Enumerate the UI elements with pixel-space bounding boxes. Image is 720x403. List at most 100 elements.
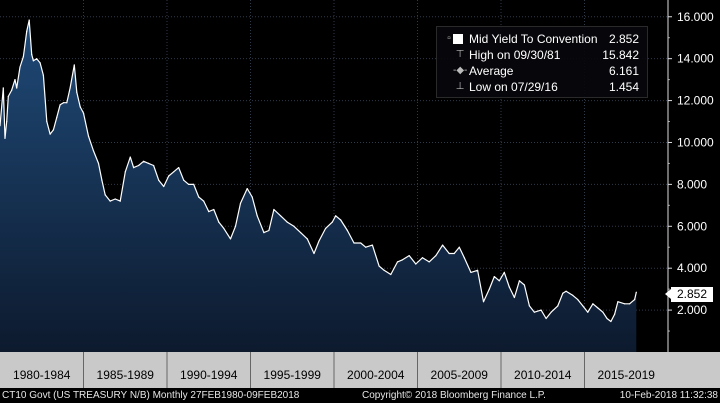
data-point xyxy=(256,215,258,217)
data-point xyxy=(442,244,444,246)
footer-bar: CT10 Govt (US TREASURY N/B) Monthly 27FE… xyxy=(0,388,720,403)
legend-label: High on 09/30/81 xyxy=(469,48,561,62)
data-point xyxy=(513,296,516,299)
legend-value: 1.454 xyxy=(608,80,639,94)
data-point xyxy=(6,120,8,123)
data-point xyxy=(229,238,232,240)
data-point xyxy=(223,227,225,229)
data-point xyxy=(19,66,21,68)
data-point xyxy=(234,225,237,227)
series-line xyxy=(0,19,637,323)
data-point xyxy=(56,116,58,118)
data-point xyxy=(148,162,150,164)
x-tick-label: 1995-1999 xyxy=(264,368,322,382)
data-point xyxy=(477,269,479,271)
data-point xyxy=(353,242,355,244)
legend-label: Low on 07/29/16 xyxy=(469,80,558,94)
data-point xyxy=(634,299,636,301)
x-axis-band xyxy=(0,352,720,388)
data-point xyxy=(602,311,604,313)
data-point xyxy=(138,164,140,167)
data-point xyxy=(163,185,165,188)
data-point xyxy=(208,211,210,213)
data-point xyxy=(129,156,131,158)
data-point xyxy=(453,252,455,255)
data-point xyxy=(119,200,121,202)
data-point xyxy=(365,246,367,248)
data-point xyxy=(421,257,424,259)
data-point xyxy=(458,246,460,248)
data-point xyxy=(76,91,78,93)
x-tick-label: 2010-2014 xyxy=(514,368,572,382)
low-marker-icon: ⊥ xyxy=(455,81,465,92)
data-point xyxy=(565,290,567,292)
y-tick-label: 10.000 xyxy=(677,135,714,149)
data-point xyxy=(246,188,248,190)
data-point xyxy=(31,53,33,56)
data-point xyxy=(158,179,160,181)
data-point xyxy=(36,58,38,60)
data-point xyxy=(562,292,564,294)
data-point xyxy=(268,229,270,232)
data-point xyxy=(183,179,185,181)
data-point xyxy=(325,227,327,229)
y-tick-label: 4.000 xyxy=(677,261,707,275)
data-point xyxy=(396,261,399,263)
data-point xyxy=(0,125,1,127)
area-fill xyxy=(0,20,637,352)
x-tick-label: 1990-1994 xyxy=(180,368,238,382)
data-point xyxy=(592,303,594,305)
data-point xyxy=(109,200,111,202)
data-point xyxy=(104,194,106,196)
data-point xyxy=(435,255,437,257)
data-point xyxy=(390,273,392,276)
data-point xyxy=(378,265,380,267)
data-point xyxy=(582,305,584,307)
data-point xyxy=(293,225,295,227)
data-point xyxy=(263,232,265,234)
data-point xyxy=(188,183,190,185)
data-point xyxy=(617,301,619,303)
data-point xyxy=(624,303,626,305)
data-point xyxy=(280,215,282,217)
data-point xyxy=(251,196,253,198)
square-icon xyxy=(453,34,463,44)
data-point xyxy=(101,179,103,181)
legend-item-low: ⊥ Low on 07/29/16 1.454 xyxy=(437,79,647,95)
data-point xyxy=(173,171,175,173)
data-point xyxy=(401,259,404,261)
data-point xyxy=(313,252,315,255)
data-point xyxy=(133,167,135,169)
data-point xyxy=(335,215,337,217)
legend-item-high: ⊤ High on 09/30/81 15.842 xyxy=(437,47,647,63)
chevron-icon: ▫ xyxy=(447,33,451,44)
data-point xyxy=(66,102,68,104)
data-point xyxy=(16,87,18,89)
average-marker-icon: -◆- xyxy=(453,65,468,76)
legend-item-series: ▫ Mid Yield To Convention 2.852 xyxy=(437,31,647,47)
data-point xyxy=(557,305,559,307)
data-point xyxy=(286,221,288,223)
data-point xyxy=(178,167,180,169)
x-tick-label: 1980-1984 xyxy=(13,368,71,382)
data-point xyxy=(518,280,521,282)
data-point xyxy=(22,56,24,58)
y-tick-label: 8.000 xyxy=(677,177,707,191)
y-tick-label: 6.000 xyxy=(677,219,707,233)
data-point xyxy=(577,299,579,301)
data-point xyxy=(32,60,35,62)
data-point xyxy=(498,280,500,282)
data-point xyxy=(448,252,450,255)
x-tick-label: 2000-2004 xyxy=(347,368,405,382)
data-point xyxy=(300,232,302,234)
data-point xyxy=(318,240,320,242)
data-point xyxy=(69,87,71,89)
data-point xyxy=(482,301,485,303)
data-point xyxy=(340,219,342,221)
data-point xyxy=(26,30,28,32)
data-point xyxy=(28,19,30,21)
data-point xyxy=(371,244,373,246)
legend-value: 15.842 xyxy=(602,48,639,62)
legend-label: Average xyxy=(469,64,514,78)
area-series xyxy=(0,19,637,352)
